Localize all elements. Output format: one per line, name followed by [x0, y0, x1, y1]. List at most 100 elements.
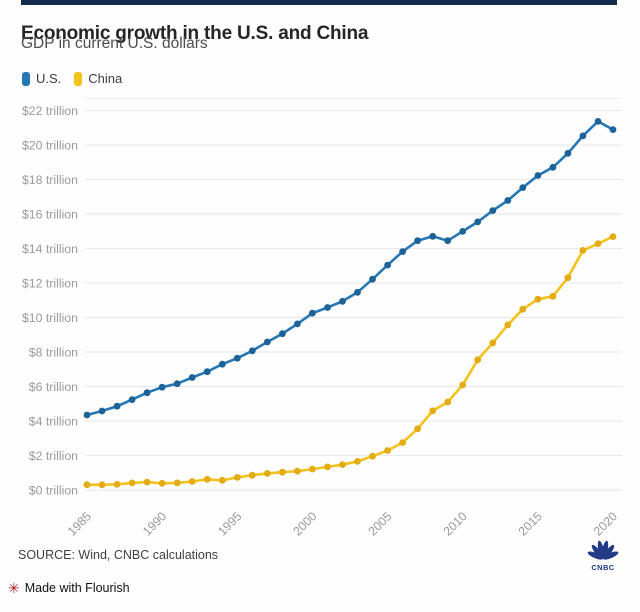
data-point: [384, 261, 391, 269]
data-point: [233, 474, 241, 481]
data-point: [519, 184, 527, 191]
legend: U.S. China: [22, 71, 122, 86]
data-point: [564, 274, 572, 282]
data-point: [158, 383, 166, 391]
data-point: [519, 305, 527, 313]
x-axis-tick-label: 1985: [65, 509, 94, 536]
legend-item-china: China: [74, 71, 122, 86]
data-point: [489, 207, 497, 214]
data-point: [188, 478, 196, 485]
top-accent-bar: [21, 0, 617, 5]
data-point: [459, 381, 467, 389]
y-axis-tick-label: $20 trillion: [22, 138, 78, 152]
x-axis-tick-label: 1990: [140, 509, 169, 536]
y-axis-tick-label: $10 trillion: [22, 311, 78, 325]
data-point: [369, 452, 376, 460]
y-axis-tick-label: $0 trillion: [29, 483, 78, 497]
data-point: [504, 321, 512, 329]
data-point: [564, 149, 572, 157]
data-point: [128, 479, 136, 487]
cnbc-logo: CNBC: [585, 540, 621, 577]
data-point: [489, 339, 497, 347]
data-point: [534, 172, 542, 179]
data-point: [309, 309, 316, 317]
page-title: Economic growth in the U.S. and China: [21, 22, 369, 44]
data-point: [609, 233, 617, 241]
data-point: [143, 478, 151, 486]
y-axis-tick-label: $2 trillion: [29, 449, 78, 463]
x-axis-tick-label: 2005: [365, 509, 394, 536]
data-point: [263, 338, 271, 346]
data-point: [279, 330, 286, 338]
data-point: [294, 467, 301, 475]
flourish-flower-icon: ✳: [8, 580, 20, 596]
data-point: [128, 396, 136, 403]
x-axis-tick-label: 2000: [290, 509, 319, 536]
data-point: [248, 471, 256, 479]
data-point: [399, 439, 406, 446]
data-point: [474, 218, 482, 226]
made-with-flourish-link[interactable]: ✳ Made with Flourish: [8, 581, 130, 595]
source-note: SOURCE: Wind, CNBC calculations: [18, 548, 219, 562]
data-point: [594, 118, 602, 125]
cnbc-peacock-icon: CNBC: [587, 540, 619, 572]
data-point: [549, 163, 557, 171]
series-line-us: [85, 120, 615, 417]
y-axis-tick-label: $14 trillion: [22, 242, 78, 256]
y-axis-tick-label: $16 trillion: [22, 207, 78, 221]
data-point: [369, 275, 376, 283]
data-point: [203, 368, 211, 376]
data-point: [429, 232, 437, 240]
series-line-china: [85, 235, 615, 487]
data-point: [324, 463, 331, 471]
data-point: [324, 304, 331, 311]
y-axis-tick-label: $18 trillion: [22, 173, 78, 187]
data-point: [218, 360, 226, 368]
data-point: [339, 461, 346, 468]
data-point: [354, 288, 361, 296]
data-point: [504, 197, 512, 204]
x-axis-tick-label: 2010: [441, 509, 470, 536]
data-point: [354, 458, 361, 465]
legend-item-us: U.S.: [22, 71, 61, 86]
data-point: [173, 380, 181, 388]
data-point: [248, 347, 256, 355]
x-axis-tick-label: 2020: [591, 509, 620, 536]
data-point: [113, 402, 121, 410]
data-point: [579, 132, 587, 140]
x-axis-tick-label: 2015: [516, 509, 545, 536]
data-point: [444, 398, 452, 406]
data-point: [83, 481, 91, 489]
us-legend-swatch: [22, 71, 30, 86]
china-legend-label: China: [88, 71, 123, 86]
data-point: [143, 389, 151, 397]
data-point: [579, 247, 587, 254]
y-axis-tick-label: $4 trillion: [29, 414, 78, 428]
data-point: [429, 407, 437, 415]
data-point: [294, 320, 301, 328]
data-point: [309, 465, 316, 473]
data-point: [83, 411, 91, 419]
data-point: [414, 425, 421, 433]
data-point: [609, 126, 617, 133]
data-point: [534, 295, 542, 303]
y-axis-tick-label: $12 trillion: [22, 276, 78, 290]
data-point: [263, 470, 271, 477]
data-point: [594, 240, 602, 248]
data-point: [188, 374, 196, 381]
data-point: [399, 248, 406, 256]
data-point: [233, 354, 241, 362]
data-point: [444, 237, 452, 245]
page-subtitle: GDP in current U.S. dollars: [21, 35, 208, 52]
data-point: [384, 447, 391, 454]
x-axis-tick-label: 1995: [215, 509, 244, 536]
data-point: [158, 479, 166, 487]
gdp-line-chart: $0 trillion $2 trillion $4 trillion $6 tril…: [22, 98, 622, 536]
data-point: [279, 468, 286, 476]
y-axis-tick-label: $22 trillion: [22, 104, 78, 118]
svg-text:CNBC: CNBC: [591, 563, 614, 572]
data-point: [549, 292, 557, 300]
data-point: [339, 297, 346, 305]
data-point: [474, 356, 482, 364]
y-axis-tick-label: $6 trillion: [29, 380, 78, 394]
